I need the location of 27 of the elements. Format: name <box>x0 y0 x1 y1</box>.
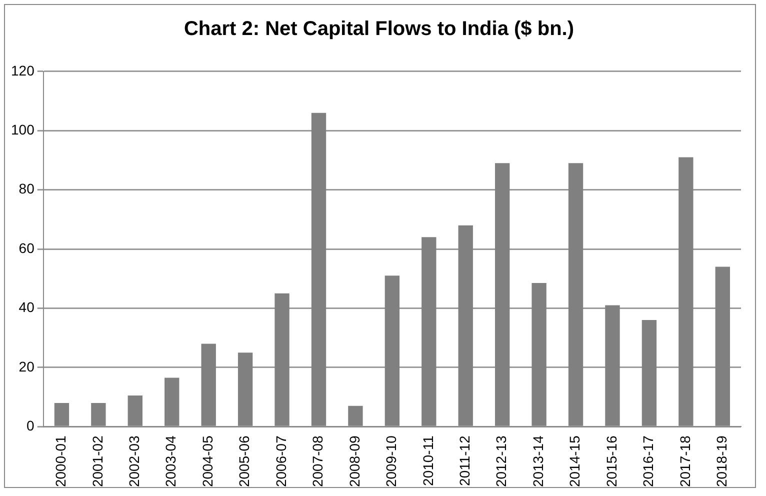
x-tick-label: 2017-18 <box>676 435 693 488</box>
y-tick-label: 40 <box>18 299 35 316</box>
x-tick-label: 2002-03 <box>126 435 142 488</box>
y-tick-label: 80 <box>18 180 35 197</box>
x-tick-label: 2006-07 <box>272 435 289 488</box>
x-tick-label: 2003-04 <box>162 435 179 488</box>
x-tick-label: 2007-08 <box>310 435 326 488</box>
x-tick-label: 2009-10 <box>383 435 400 488</box>
x-tick-label: 2013-14 <box>530 435 546 488</box>
x-tick-label: 2005-06 <box>236 435 252 488</box>
x-tick-label: 2018-19 <box>714 435 730 488</box>
chart-title: Chart 2: Net Capital Flows to India ($ bn.) <box>182 18 576 41</box>
y-tick-label: 20 <box>18 358 35 374</box>
x-tick-label: 2016-17 <box>640 435 656 488</box>
x-tick-label: 2008-09 <box>346 435 362 488</box>
x-tick-label: 2015-16 <box>603 435 620 488</box>
y-tick-label: 0 <box>26 417 35 434</box>
x-tick-label: 2000-01 <box>52 435 69 488</box>
x-tick-label: 2011-12 <box>456 435 472 486</box>
x-tick-label: 2001-02 <box>89 435 106 488</box>
y-tick-label: 60 <box>18 240 35 256</box>
y-tick-label: 120 <box>11 62 35 78</box>
y-tick-label: 100 <box>11 121 35 138</box>
x-tick-label: 2014-15 <box>566 435 583 488</box>
x-tick-label: 2012-13 <box>493 435 510 488</box>
x-tick-label: 2010-11 <box>420 435 436 486</box>
x-tick-label: 2004-05 <box>199 435 216 488</box>
